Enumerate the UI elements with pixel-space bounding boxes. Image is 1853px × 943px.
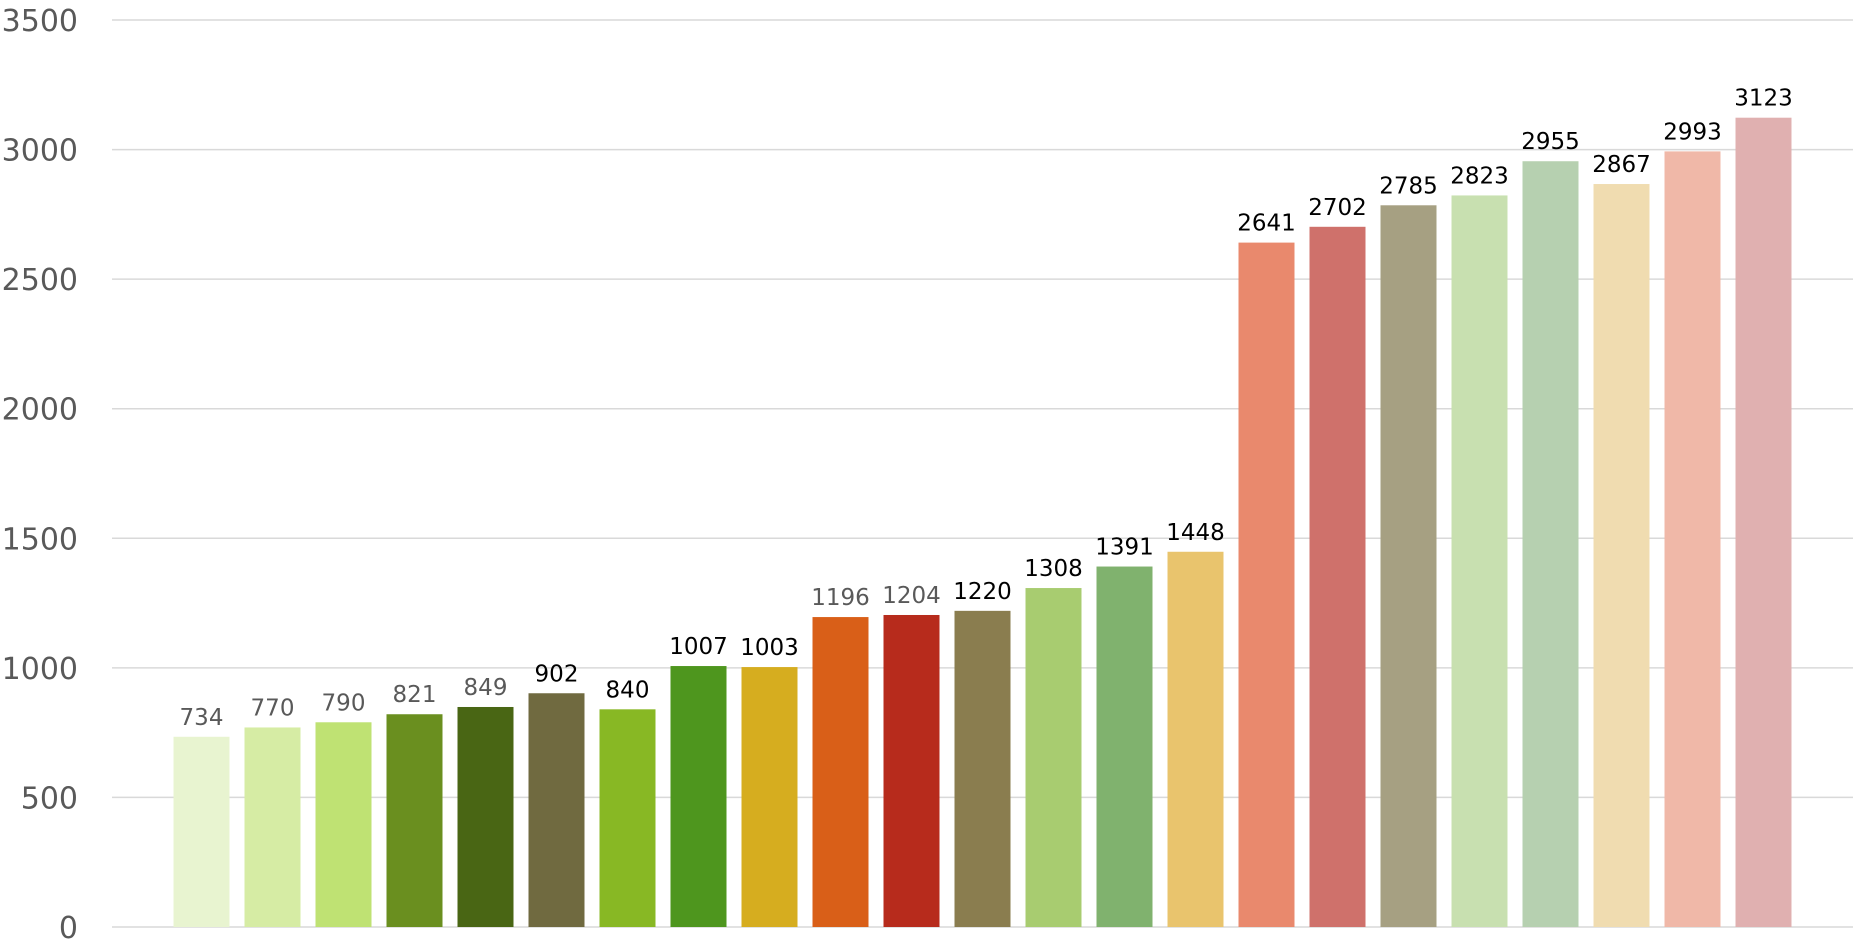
bar — [1167, 551, 1224, 927]
bar-value-label: 2823 — [1450, 163, 1509, 189]
bar-value-label: 1007 — [669, 634, 728, 660]
bar-value-label: 1448 — [1166, 520, 1225, 546]
bar-value-label: 1391 — [1095, 535, 1154, 561]
bar — [528, 693, 585, 927]
bar — [1664, 151, 1721, 927]
bar-value-label: 1196 — [811, 585, 870, 611]
y-tick-label: 3000 — [2, 134, 78, 169]
bar-value-label: 2702 — [1308, 195, 1367, 221]
y-tick-label: 500 — [21, 781, 78, 816]
bar-value-label: 734 — [180, 705, 224, 731]
bar-value-label: 1003 — [740, 635, 799, 661]
bar-value-label: 770 — [251, 695, 295, 721]
bar — [1522, 161, 1579, 928]
bar-value-label: 840 — [606, 677, 650, 703]
bar-value-label: 3123 — [1734, 86, 1793, 112]
bar — [599, 709, 656, 927]
bar — [670, 666, 727, 927]
bar — [386, 714, 443, 927]
bar-value-label: 849 — [464, 675, 508, 701]
bar-value-label: 2993 — [1663, 119, 1722, 145]
bar — [315, 722, 372, 927]
bar — [244, 727, 301, 927]
bar-value-label: 821 — [393, 682, 437, 708]
bar — [1096, 566, 1153, 927]
bar — [1309, 226, 1366, 927]
bar — [1380, 205, 1437, 928]
data-labels: 734 770 790 821 849 902 840 1007 1003 1196 1204 122… — [180, 86, 1793, 731]
y-tick-label: 1500 — [2, 522, 78, 557]
y-tick-label: 0 — [59, 911, 78, 943]
bar — [1238, 242, 1295, 928]
bar-value-label: 2785 — [1379, 173, 1438, 199]
bar — [1451, 195, 1508, 928]
bar — [1735, 117, 1792, 928]
bar — [954, 610, 1011, 927]
bar — [1593, 184, 1650, 928]
bar-value-label: 1308 — [1024, 556, 1083, 582]
y-axis-tick-labels: 0 500 1000 1500 2000 2500 3000 3500 — [2, 4, 78, 943]
bar — [812, 617, 869, 927]
bar — [883, 614, 940, 927]
bar-value-label: 1220 — [953, 579, 1012, 605]
bar — [173, 736, 230, 927]
bar-value-label: 902 — [535, 661, 579, 687]
bars — [173, 117, 1792, 928]
bar — [457, 706, 514, 927]
y-tick-label: 2000 — [2, 393, 78, 428]
bar-value-label: 2955 — [1521, 129, 1580, 155]
bar-value-label: 1204 — [882, 583, 941, 609]
bar-value-label: 2867 — [1592, 152, 1651, 178]
bar-value-label: 2641 — [1237, 211, 1296, 237]
bar — [741, 667, 798, 927]
y-tick-label: 3500 — [2, 4, 78, 39]
bar — [1025, 588, 1082, 927]
bar-value-label: 790 — [322, 690, 366, 716]
y-tick-label: 1000 — [2, 652, 78, 687]
y-tick-label: 2500 — [2, 263, 78, 298]
